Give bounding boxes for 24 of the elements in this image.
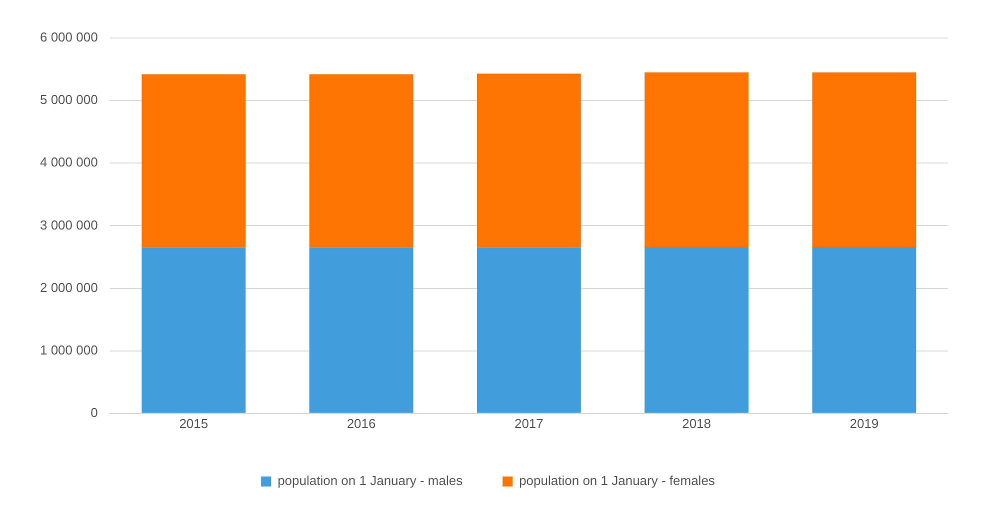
y-tick-label: 4 000 000: [40, 154, 98, 170]
x-tick-label: 2019: [850, 416, 879, 431]
y-tick-label: 1 000 000: [40, 342, 98, 358]
y-tick-label: 3 000 000: [40, 217, 98, 232]
x-tick-label: 2015: [179, 416, 208, 431]
bar: [142, 248, 246, 413]
y-tick-label: 6 000 000: [40, 30, 98, 45]
legend-label: population on 1 January - males: [278, 473, 464, 488]
bar: [644, 246, 749, 413]
x-tick-label: 2018: [682, 416, 712, 431]
bar: [812, 246, 916, 413]
bar: [142, 74, 246, 248]
bar: [812, 72, 916, 247]
bar: [476, 248, 581, 413]
x-tick-label: 2017: [514, 416, 544, 431]
legend-label: population on 1 January - females: [519, 473, 716, 488]
x-tick-label: 2016: [346, 416, 376, 431]
y-tick-label: 2 000 000: [40, 280, 98, 295]
y-tick-label: 5 000 000: [40, 92, 98, 108]
y-tick-label: 0: [90, 404, 98, 420]
bar: [476, 74, 581, 248]
bar: [309, 74, 414, 248]
bar: [644, 72, 749, 247]
bar: [309, 248, 414, 413]
